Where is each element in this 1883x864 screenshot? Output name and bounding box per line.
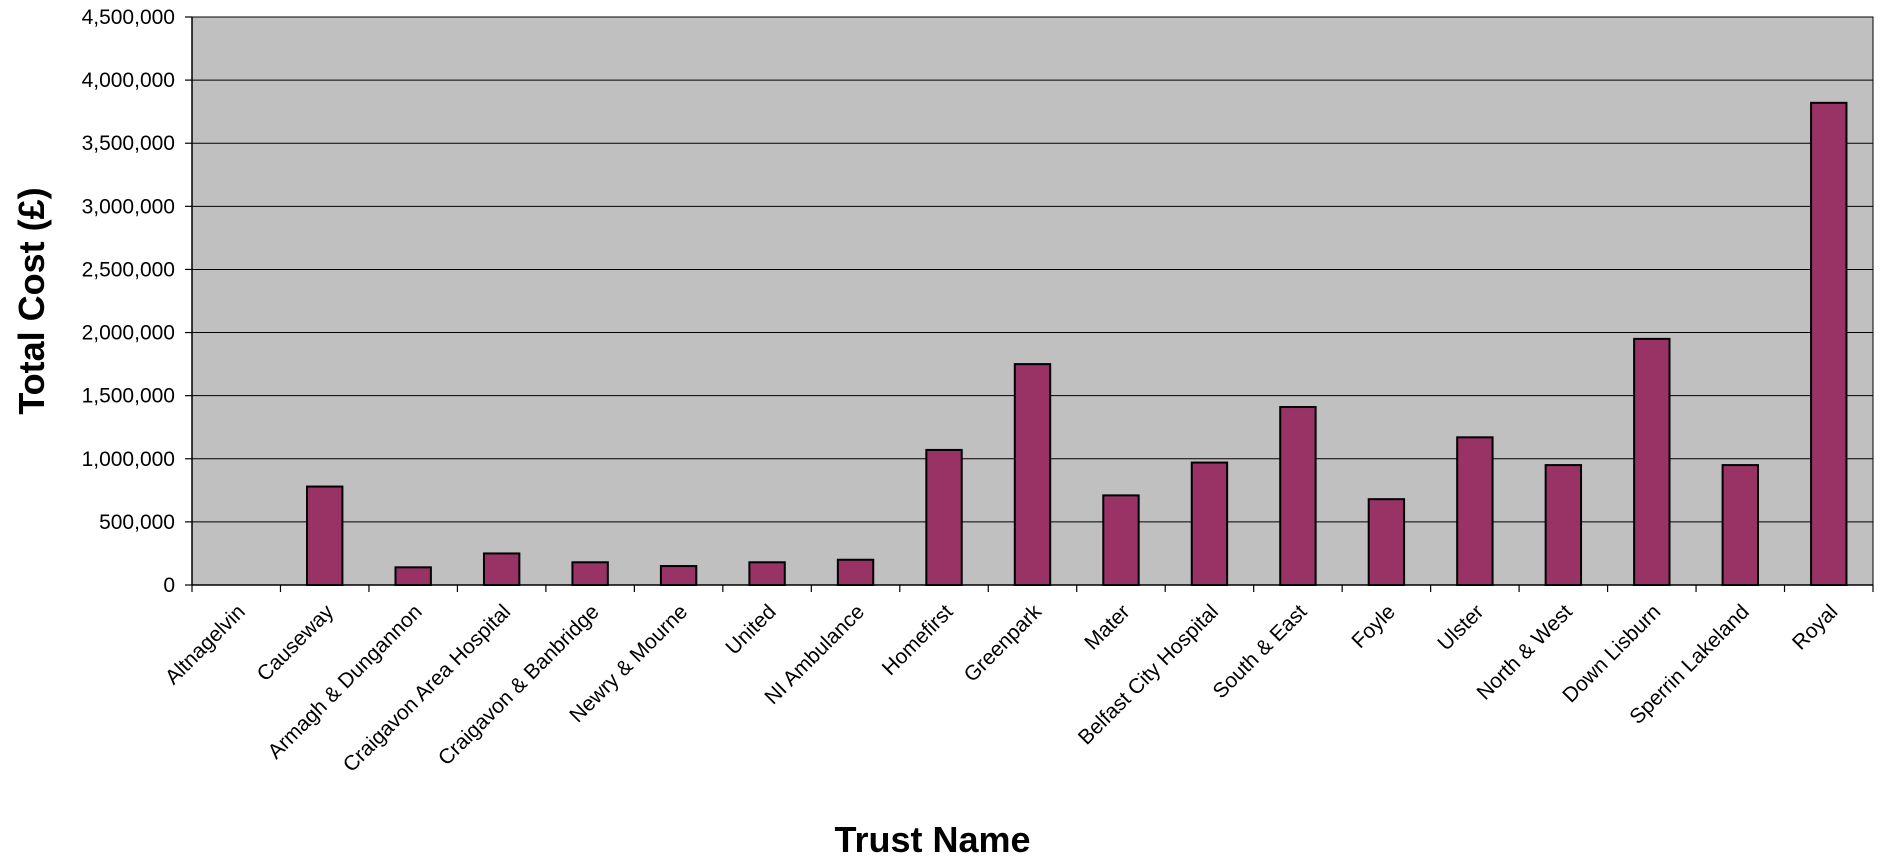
y-tick-label: 0 bbox=[163, 574, 175, 597]
y-tick-label: 4,500,000 bbox=[82, 6, 175, 29]
y-tick-label: 2,000,000 bbox=[82, 322, 175, 345]
bar bbox=[836, 558, 875, 586]
bar bbox=[394, 566, 432, 587]
bar bbox=[659, 565, 698, 586]
bar bbox=[1544, 464, 1583, 587]
x-tick-label: Royal bbox=[1788, 600, 1842, 654]
bar bbox=[1810, 101, 1848, 586]
x-tick-label: Armagh & Dungannon bbox=[264, 600, 427, 763]
bar bbox=[1102, 494, 1140, 587]
x-tick-label: Craigavon Area Hospital bbox=[339, 600, 515, 776]
x-tick-label: Mater bbox=[1080, 600, 1134, 654]
bar bbox=[1190, 461, 1229, 587]
y-tick-label: 3,000,000 bbox=[82, 195, 175, 218]
y-tick-label: 1,500,000 bbox=[82, 385, 175, 408]
x-tick-label: Causeway bbox=[253, 600, 339, 686]
x-axis-title: Trust Name bbox=[834, 819, 1030, 859]
y-tick-label: 2,500,000 bbox=[82, 258, 175, 281]
gridlines bbox=[192, 16, 1873, 523]
x-tick-label: Craigavon & Banbridge bbox=[434, 600, 604, 770]
bar bbox=[925, 448, 963, 587]
bar bbox=[1456, 436, 1494, 586]
y-tick-label: 500,000 bbox=[99, 511, 175, 534]
y-axis-title: Total Cost (£) bbox=[11, 187, 52, 414]
x-tick-label: Altnagelvin bbox=[161, 600, 250, 689]
x-tick-label: Foyle bbox=[1347, 600, 1400, 653]
y-tick-label: 1,000,000 bbox=[82, 448, 175, 471]
bar bbox=[1367, 498, 1406, 586]
y-tick-label: 3,500,000 bbox=[82, 132, 175, 155]
x-tick-label: South & East bbox=[1209, 600, 1312, 703]
bar bbox=[1013, 363, 1052, 586]
x-tick-label: Ulster bbox=[1433, 600, 1488, 655]
bar bbox=[306, 485, 344, 586]
x-tick-label: Greenpark bbox=[960, 600, 1047, 687]
y-tick-label: 4,000,000 bbox=[82, 69, 175, 92]
bar bbox=[1721, 464, 1759, 587]
bar bbox=[482, 552, 521, 587]
bar bbox=[1279, 406, 1317, 586]
x-tick-label: United bbox=[721, 600, 780, 659]
bar bbox=[571, 561, 609, 587]
axes bbox=[185, 16, 1874, 592]
x-tick-label: Homefirst bbox=[878, 600, 958, 680]
bar bbox=[748, 561, 786, 587]
bars bbox=[306, 101, 1848, 587]
bar bbox=[1633, 337, 1671, 586]
